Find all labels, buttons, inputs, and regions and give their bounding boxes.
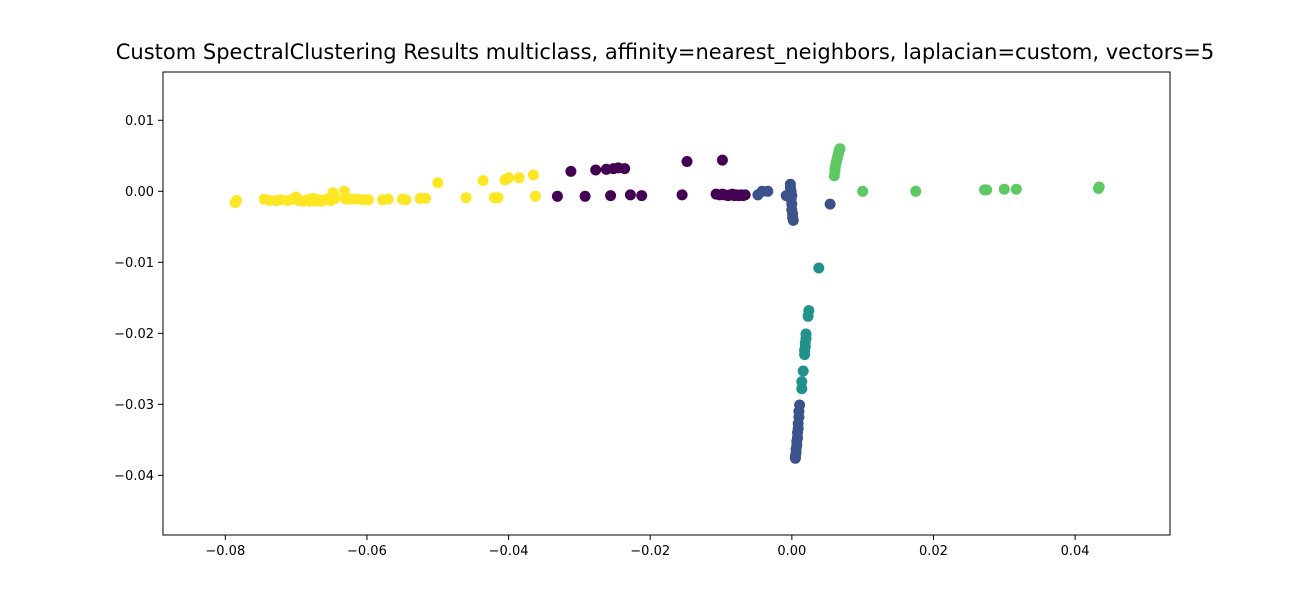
data-point-cluster-4-31 <box>400 194 412 206</box>
data-point-cluster-1-2 <box>762 185 774 197</box>
chart-title: Custom SpectralClustering Results multic… <box>115 40 1215 64</box>
data-point-cluster-0-3 <box>624 189 636 201</box>
data-point-cluster-0-11 <box>619 163 631 175</box>
data-point-cluster-0-12 <box>681 156 693 167</box>
data-point-cluster-4-21 <box>327 187 339 199</box>
y-tick-label: 0.01 <box>125 114 154 129</box>
data-point-cluster-3-9 <box>828 170 840 182</box>
data-point-cluster-4-27 <box>362 194 374 206</box>
data-point-cluster-3-10 <box>857 185 869 197</box>
data-point-cluster-4-41 <box>513 172 525 184</box>
data-point-cluster-0-7 <box>590 164 602 176</box>
x-tick-label: −0.08 <box>205 544 245 559</box>
data-point-cluster-1-13 <box>787 214 799 226</box>
data-point-cluster-0-1 <box>579 190 591 202</box>
data-point-cluster-0-26 <box>739 189 751 201</box>
data-point-cluster-1-14 <box>824 198 836 210</box>
data-point-cluster-3-13 <box>981 184 993 196</box>
data-point-cluster-0-2 <box>605 190 617 202</box>
y-tick-label: −0.04 <box>114 469 154 484</box>
data-point-cluster-4-29 <box>382 193 394 205</box>
data-point-cluster-4-34 <box>432 177 444 189</box>
data-point-cluster-2-8 <box>799 349 811 361</box>
data-point-cluster-4-43 <box>530 190 541 202</box>
points-layer <box>229 143 1105 464</box>
data-point-cluster-2-9 <box>797 365 809 377</box>
data-point-cluster-0-5 <box>676 189 688 201</box>
data-point-cluster-2-11 <box>796 383 808 395</box>
data-point-cluster-4-35 <box>460 192 472 204</box>
y-tick-label: −0.03 <box>114 398 154 413</box>
x-tick-label: 0.00 <box>777 544 806 559</box>
data-point-cluster-1-27 <box>789 452 801 464</box>
x-tick-label: −0.06 <box>347 544 387 559</box>
data-point-cluster-4-40 <box>503 172 515 184</box>
x-tick-label: −0.02 <box>630 544 670 559</box>
axes-frame <box>162 71 1171 536</box>
data-point-cluster-4-33 <box>420 192 432 204</box>
data-point-cluster-3-11 <box>910 185 922 197</box>
data-point-cluster-0-6 <box>565 165 577 177</box>
data-point-cluster-2-2 <box>802 310 814 322</box>
x-tick-label: 0.02 <box>919 544 948 559</box>
data-point-cluster-4-38 <box>492 192 504 204</box>
data-point-cluster-3-17 <box>1093 181 1105 193</box>
data-point-cluster-4-36 <box>477 175 489 187</box>
data-point-cluster-0-13 <box>716 154 728 166</box>
y-tick-label: −0.02 <box>114 327 154 342</box>
y-tick-label: 0.00 <box>125 185 154 200</box>
data-point-cluster-4-1 <box>231 195 243 206</box>
data-point-cluster-0-0 <box>551 190 563 202</box>
data-point-cluster-3-14 <box>998 183 1010 195</box>
y-tick-label: −0.01 <box>114 256 154 271</box>
x-tick-label: −0.04 <box>489 544 529 559</box>
ticks-layer: −0.08 −0.06 −0.04 −0.02 0.00 0.02 0.04 0.01 0.00… <box>114 114 1089 559</box>
data-point-cluster-4-42 <box>527 169 539 181</box>
data-point-cluster-0-4 <box>636 190 648 202</box>
data-point-cluster-3-15 <box>1010 183 1022 195</box>
x-tick-label: 0.04 <box>1061 544 1090 559</box>
data-point-cluster-2-0 <box>813 262 825 274</box>
